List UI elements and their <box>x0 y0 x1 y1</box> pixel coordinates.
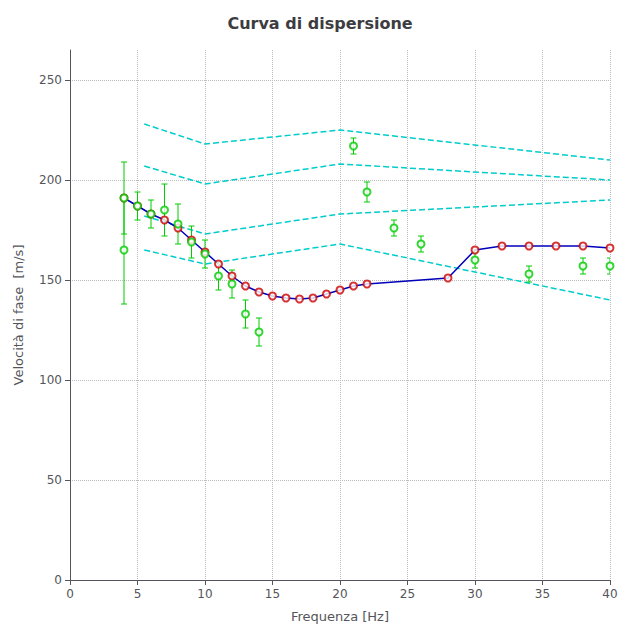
svg-text:250: 250 <box>39 73 62 87</box>
svg-text:Velocità di fase [m/s]: Velocità di fase [m/s] <box>11 245 26 386</box>
svg-text:30: 30 <box>467 587 482 601</box>
svg-text:35: 35 <box>535 587 550 601</box>
svg-text:40: 40 <box>602 587 617 601</box>
svg-text:10: 10 <box>197 587 212 601</box>
svg-text:0: 0 <box>54 573 62 587</box>
svg-text:100: 100 <box>39 373 62 387</box>
svg-text:0: 0 <box>66 587 74 601</box>
svg-text:Curva di dispersione: Curva di dispersione <box>227 14 412 33</box>
svg-text:50: 50 <box>47 473 62 487</box>
svg-text:20: 20 <box>332 587 347 601</box>
svg-text:Frequenza [Hz]: Frequenza [Hz] <box>291 609 389 624</box>
svg-text:5: 5 <box>134 587 142 601</box>
svg-text:15: 15 <box>265 587 280 601</box>
svg-text:25: 25 <box>400 587 415 601</box>
svg-text:150: 150 <box>39 273 62 287</box>
svg-text:200: 200 <box>39 173 62 187</box>
